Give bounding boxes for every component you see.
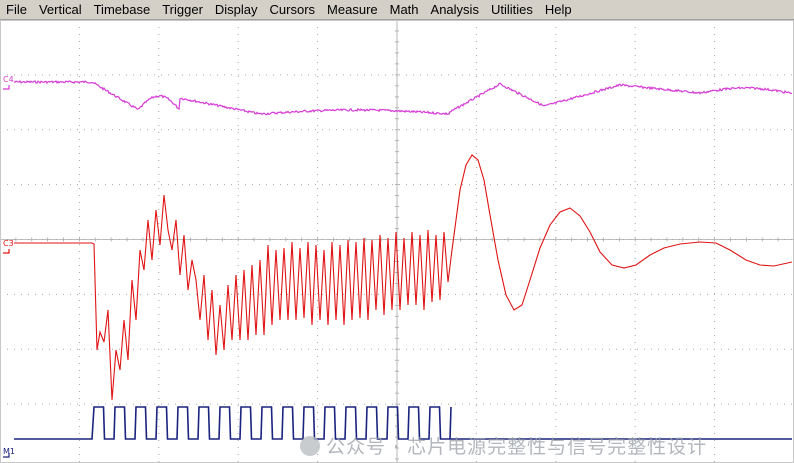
m1-offset-marker xyxy=(3,453,10,458)
menu-measure[interactable]: Measure xyxy=(327,2,378,17)
c4-marker-label[interactable]: C4 xyxy=(3,75,14,84)
trace-m1 xyxy=(14,406,792,440)
menu-cursors[interactable]: Cursors xyxy=(269,2,316,17)
menu-analysis[interactable]: Analysis xyxy=(430,2,479,17)
menu-timebase[interactable]: Timebase xyxy=(93,2,151,17)
menu-utilities[interactable]: Utilities xyxy=(490,2,533,17)
waveform-display[interactable]: C4 C3 M1 公众号 · 芯片电源完整性与信号完整性设计 xyxy=(0,20,794,463)
menu-help[interactable]: Help xyxy=(544,2,572,17)
menu-file[interactable]: File xyxy=(6,2,27,17)
waveform-canvas xyxy=(0,20,794,463)
menu-trigger[interactable]: Trigger xyxy=(162,2,203,17)
trace-c3 xyxy=(14,154,793,401)
menu-vertical[interactable]: Vertical xyxy=(38,2,82,17)
c3-offset-marker xyxy=(3,249,10,254)
wechat-icon xyxy=(300,436,320,456)
c4-offset-marker xyxy=(3,85,10,90)
menu-display[interactable]: Display xyxy=(214,2,258,17)
m1-marker-label[interactable]: M1 xyxy=(3,447,15,456)
c3-marker-label[interactable]: C3 xyxy=(3,239,14,248)
menu-bar: File Vertical Timebase Trigger Display C… xyxy=(0,0,794,20)
trace-c4 xyxy=(13,80,793,116)
menu-math[interactable]: Math xyxy=(389,2,419,17)
watermark-text: 公众号 · 芯片电源完整性与信号完整性设计 xyxy=(326,436,708,458)
channel-markers xyxy=(3,85,10,458)
watermark: 公众号 · 芯片电源完整性与信号完整性设计 xyxy=(300,432,707,459)
